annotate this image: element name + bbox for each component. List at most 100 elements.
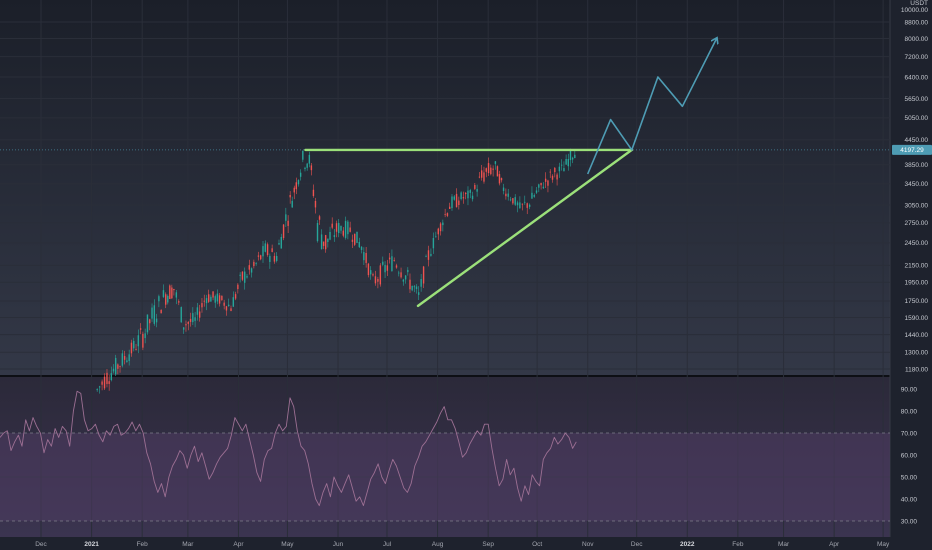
- candle-body: [101, 381, 103, 385]
- candle-body: [430, 253, 432, 256]
- time-axis-label: Jul: [383, 541, 392, 548]
- price-pane[interactable]: [0, 0, 890, 375]
- candle-body: [98, 386, 101, 388]
- candle-body: [462, 197, 465, 199]
- candle-body: [569, 150, 572, 161]
- candle-body: [538, 184, 540, 188]
- candle-body: [266, 244, 269, 256]
- candle-body: [189, 318, 192, 322]
- horizontal-gridlines: [0, 21, 890, 370]
- candle-body: [232, 297, 234, 307]
- price-tick-label: 8000.00: [905, 36, 929, 43]
- candle-body: [324, 235, 327, 250]
- projection-path: [586, 39, 717, 175]
- candle-body: [223, 302, 225, 306]
- candle-body: [214, 296, 216, 303]
- candle-body: [404, 275, 407, 280]
- candle-body: [480, 170, 483, 178]
- time-axis-label: Sep: [482, 541, 494, 548]
- time-axis-label: Feb: [137, 541, 149, 548]
- candle-body: [331, 223, 333, 228]
- candle-body: [382, 261, 384, 265]
- time-axis-label: Nov: [582, 541, 594, 548]
- time-axis-label: Mar: [778, 541, 790, 548]
- candle-body: [287, 220, 289, 226]
- candle-body: [547, 180, 549, 186]
- rising-support-trendline: [416, 148, 633, 308]
- trend-drawings[interactable]: [304, 39, 717, 308]
- candle-body: [356, 231, 358, 243]
- candle-body: [130, 342, 133, 354]
- candle-body: [442, 222, 444, 226]
- candle-body: [422, 266, 425, 284]
- candle-body: [342, 230, 344, 236]
- candle-body: [544, 178, 547, 182]
- candle-body: [312, 189, 315, 196]
- candle-body: [386, 265, 389, 271]
- candle-body: [182, 327, 185, 330]
- price-tick-label: 2450.00: [905, 240, 929, 247]
- candle-body: [560, 164, 563, 166]
- time-axis-label: Apr: [233, 541, 244, 548]
- candle-body: [535, 190, 538, 193]
- candle-body: [103, 376, 106, 389]
- price-tick-label: 7200.00: [905, 54, 929, 61]
- price-tick-label: 1180.00: [905, 366, 928, 373]
- candle-body: [474, 185, 476, 189]
- candle-body: [137, 335, 140, 347]
- candle-body: [225, 306, 228, 311]
- price-tick-label: 3050.00: [905, 202, 929, 209]
- candle-body: [119, 366, 121, 368]
- time-axis-label: Dec: [631, 541, 643, 548]
- candle-body: [302, 150, 304, 160]
- candle-body: [338, 222, 340, 234]
- candle-body: [114, 357, 117, 375]
- candle-body: [149, 319, 151, 324]
- candle-body: [162, 290, 165, 297]
- candle-body: [413, 286, 416, 288]
- candle-body: [234, 294, 237, 299]
- candle-body: [239, 274, 241, 276]
- candle-body: [203, 300, 205, 302]
- candle-body: [139, 328, 142, 330]
- price-tick-label: 1750.00: [905, 298, 929, 305]
- candle-body: [372, 274, 374, 276]
- candle-body: [498, 174, 501, 184]
- candle-body: [212, 291, 214, 298]
- price-tick-label: 5050.00: [905, 115, 929, 122]
- candle-body: [551, 175, 554, 180]
- candle-body: [171, 287, 173, 299]
- candle-body: [358, 241, 360, 248]
- candle-body: [280, 236, 282, 249]
- price-axis-strip[interactable]: [890, 0, 932, 537]
- rsi-series: [0, 390, 577, 507]
- candle-body: [384, 264, 386, 273]
- candle-body: [316, 223, 319, 242]
- candle-body: [494, 161, 497, 164]
- candle-body: [453, 196, 455, 200]
- pane-separator[interactable]: [0, 375, 932, 377]
- candle-body: [395, 265, 398, 268]
- candle-body: [228, 304, 230, 307]
- candle-body: [173, 288, 175, 291]
- price-tick-label: 8800.00: [905, 19, 929, 26]
- candle-body: [121, 353, 124, 366]
- candle-body: [563, 168, 565, 172]
- candle-body: [500, 178, 503, 181]
- candle-body: [483, 172, 485, 182]
- candle-body: [340, 225, 342, 231]
- price-tick-label: 2150.00: [905, 263, 929, 270]
- candle-body: [460, 192, 462, 200]
- candle-body: [467, 190, 469, 199]
- rsi-line: [0, 390, 577, 507]
- candle-body: [478, 176, 481, 178]
- rsi-axis: 90.00 80.00 70.00 60.00 50.00 40.00 30.00: [901, 386, 918, 525]
- current-price-badge-bg: [892, 144, 932, 155]
- candle-body: [444, 214, 446, 215]
- candle-body: [556, 174, 558, 180]
- candle-body: [329, 231, 331, 240]
- candle-body: [446, 213, 449, 216]
- candle-body: [187, 321, 189, 324]
- candle-body: [411, 285, 413, 291]
- candle-body: [533, 195, 535, 197]
